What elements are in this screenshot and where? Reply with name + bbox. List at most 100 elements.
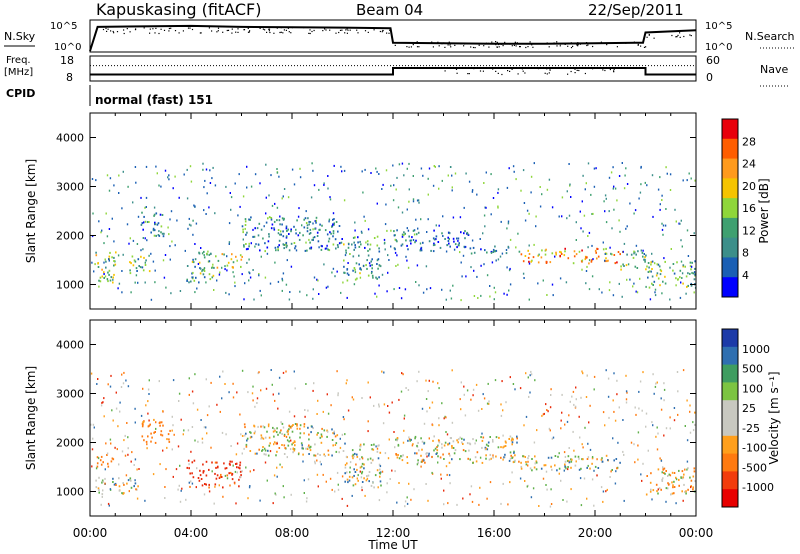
velocity-cell	[237, 466, 240, 469]
velocity-scatter	[613, 372, 615, 375]
power-cell	[283, 247, 285, 250]
power-scatter	[246, 261, 248, 264]
velocity-cell	[400, 455, 402, 458]
power-scatter	[168, 178, 170, 181]
power-scatter	[384, 223, 387, 226]
power-scatter	[354, 221, 356, 224]
power-cell	[308, 232, 311, 235]
velocity-scatter	[346, 504, 349, 507]
nsky-point	[247, 31, 250, 33]
power-cell	[274, 246, 277, 249]
power-scatter	[551, 206, 554, 209]
power-cell	[268, 233, 270, 236]
velocity-scatter	[589, 404, 591, 407]
velocity-cell	[692, 475, 695, 478]
velocity-scatter	[684, 468, 686, 471]
velocity-cell	[395, 453, 397, 455]
velocity-cell	[649, 490, 652, 493]
velocity-scatter	[449, 482, 451, 485]
nsky-point	[335, 32, 337, 34]
power-scatter	[406, 167, 408, 170]
power-scatter	[427, 177, 429, 180]
power-cell	[252, 235, 254, 238]
power-scatter	[582, 230, 584, 233]
power-cell	[248, 245, 250, 248]
power-scatter	[395, 188, 397, 191]
power-scatter	[200, 267, 202, 270]
nsky-point	[362, 27, 364, 29]
power-scatter	[627, 263, 630, 266]
power-scatter	[390, 245, 392, 248]
velocity-cell	[451, 445, 453, 447]
velocity-cell	[118, 489, 121, 492]
power-cell	[563, 254, 566, 257]
power-cell	[332, 223, 334, 226]
velocity-scatter	[591, 456, 594, 458]
velocity-scatter	[489, 481, 492, 484]
nave-point	[604, 69, 606, 72]
velocity-cell	[540, 467, 543, 470]
power-scatter	[693, 271, 696, 274]
velocity-scatter	[676, 371, 679, 373]
velocity-cell	[294, 423, 297, 425]
power-scatter	[558, 215, 560, 218]
nsky-point	[527, 46, 529, 48]
power-cell	[293, 225, 295, 228]
power-scatter	[260, 294, 262, 297]
nsky-point	[247, 27, 249, 29]
power-scatter	[507, 222, 510, 225]
velocity-cell	[427, 454, 430, 457]
velocity-scatter	[625, 390, 628, 393]
velocity-scatter	[121, 373, 123, 376]
nsky-point	[600, 41, 602, 43]
power-cell	[293, 242, 296, 244]
nsky-point	[502, 45, 504, 47]
velocity-scatter	[164, 486, 166, 488]
velocity-cell	[694, 480, 696, 483]
power-scatter	[326, 244, 328, 247]
velocity-cell	[379, 480, 382, 483]
power-cell	[551, 252, 554, 255]
velocity-scatter	[171, 448, 173, 451]
power-scatter	[186, 168, 188, 171]
velocity-cell	[262, 437, 265, 440]
power-scatter	[165, 286, 167, 289]
power-cell	[602, 248, 605, 251]
velocity-cell	[406, 462, 409, 464]
power-cell	[115, 251, 117, 254]
velocity-scatter	[507, 503, 509, 506]
power-cell	[192, 258, 194, 261]
power-cell	[376, 235, 379, 238]
velocity-scatter	[448, 474, 451, 477]
velocity-scatter	[606, 488, 608, 491]
power-cell	[371, 264, 373, 267]
velocity-scatter	[438, 417, 440, 420]
velocity-cell	[520, 461, 522, 464]
nave-point	[613, 70, 615, 72]
velocity-cell	[504, 445, 507, 447]
nsky-right-tick-top: 10^5	[705, 21, 732, 32]
power-cell	[241, 225, 244, 228]
velocity-scatter	[494, 379, 497, 382]
nsky-point	[389, 29, 391, 31]
velocity-scatter	[623, 453, 625, 456]
power-scatter	[152, 260, 155, 263]
power-scatter	[626, 225, 628, 228]
velocity-scatter	[188, 377, 190, 380]
power-cell	[596, 257, 598, 260]
velocity-cell	[468, 449, 470, 452]
velocity-scatter	[108, 504, 110, 507]
velocity-cell	[200, 478, 203, 480]
power-scatter	[196, 287, 198, 290]
velocity-scatter	[645, 412, 648, 415]
velocity-scatter	[686, 460, 689, 463]
power-scatter	[416, 264, 419, 267]
velocity-cell	[367, 474, 370, 477]
power-scatter	[375, 167, 377, 170]
velocity-cell	[577, 455, 580, 458]
velocity-scatter	[367, 381, 369, 384]
power-scatter	[412, 200, 415, 203]
velocity-scatter	[684, 490, 686, 493]
power-colorbar-swatch	[722, 198, 738, 219]
velocity-cell	[107, 465, 110, 468]
